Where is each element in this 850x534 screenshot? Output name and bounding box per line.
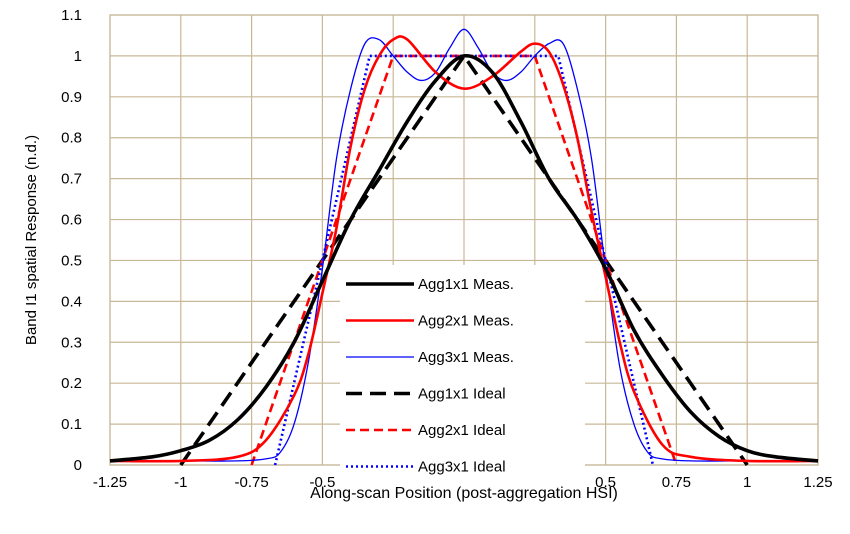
y-tick-label: 1 <box>74 48 82 65</box>
x-tick-label: 1.25 <box>803 474 832 491</box>
y-tick-label: 1.1 <box>61 7 82 24</box>
legend-label: Agg1x1 Ideal <box>418 386 506 403</box>
y-tick-label: 0.1 <box>61 416 82 433</box>
legend-label: Agg2x1 Meas. <box>418 313 514 330</box>
x-tick-label: 0.5 <box>595 474 616 491</box>
y-tick-label: 0.7 <box>61 171 82 188</box>
series-line-agg3x1-meas <box>109 28 818 462</box>
x-tick-label: 1 <box>743 474 751 491</box>
x-tick-label: -0.75 <box>234 474 268 491</box>
y-tick-label: 0.9 <box>61 89 82 106</box>
series-line-agg1x1-meas <box>109 53 819 463</box>
legend-label: Agg2x1 Ideal <box>418 422 506 439</box>
y-tick-label: 0.3 <box>61 334 82 351</box>
legend-label: Agg3x1 Ideal <box>418 459 506 476</box>
legend-box <box>340 265 585 490</box>
legend: Agg1x1 Meas. Agg2x1 Meas. Agg3x1 Meas. Agg1… <box>340 265 585 490</box>
x-tick-label: -1.25 <box>93 474 127 491</box>
series-lines <box>109 28 819 467</box>
series-line-agg2x1-meas <box>109 35 819 463</box>
y-tick-label: 0.5 <box>61 252 82 269</box>
y-tick-label: 0 <box>74 457 82 474</box>
y-tick-label: 0.8 <box>61 130 82 147</box>
x-axis-title: Along-scan Position (post-aggregation HS… <box>310 485 618 502</box>
legend-label: Agg3x1 Meas. <box>418 349 514 366</box>
x-tick-label: -1 <box>174 474 187 491</box>
y-tick-label: 0.2 <box>61 375 82 392</box>
tick-labels: -1.25-1-0.75-0.5-0.2500.250.50.7511.2500… <box>61 7 832 491</box>
y-tick-label: 0.4 <box>61 293 82 310</box>
series-line-agg2x1-ideal <box>250 54 678 466</box>
y-tick-label: 0.6 <box>61 212 82 229</box>
x-tick-label: -0.5 <box>309 474 335 491</box>
legend-label: Agg1x1 Meas. <box>418 276 514 293</box>
y-axis-title: Band I1 spatial Response (n.d.) <box>23 135 40 345</box>
series-line-agg1x1-ideal <box>179 54 749 467</box>
x-tick-label: 0.75 <box>662 474 691 491</box>
